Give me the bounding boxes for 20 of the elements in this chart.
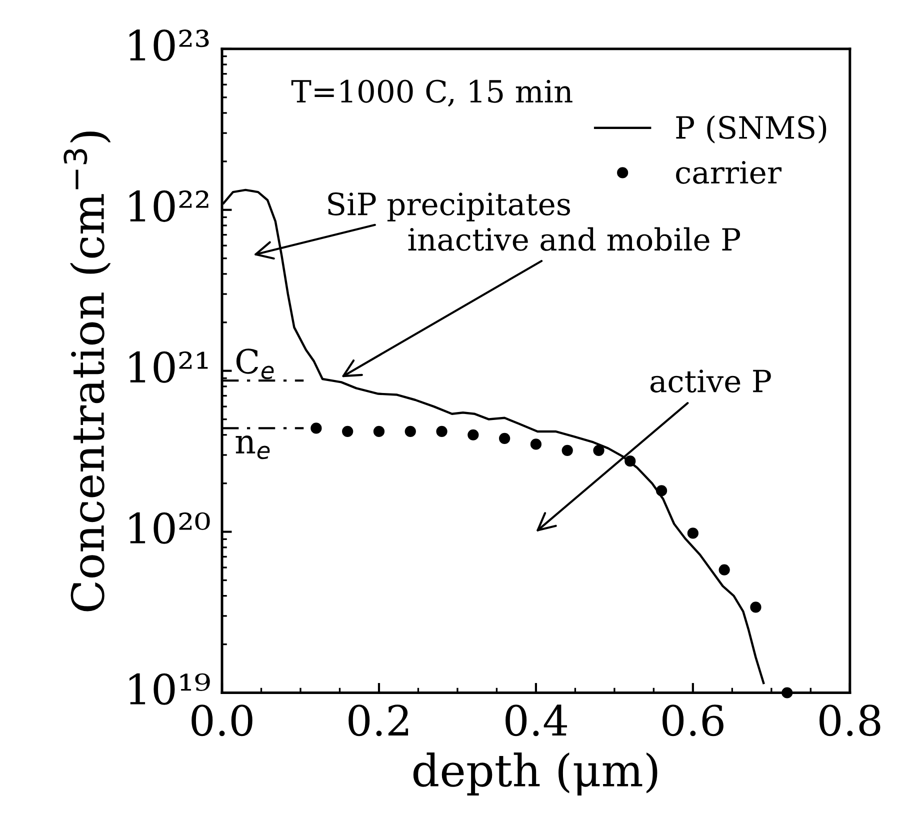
y-tick-label: 10¹⁹ [130,673,210,705]
x-tick-label: 0.0 [192,704,252,736]
y-tick-label: 10²⁰ [130,512,210,544]
y-tick-label: 10²² [130,190,208,222]
x-axis-title: depth (μm) [413,752,658,796]
x-tick-label: 0.2 [348,704,408,736]
annotation: active P [650,370,771,393]
legend-label: P (SNMS) [676,115,826,144]
annotation: T=1000 C, 15 min [291,80,572,107]
legend-label: carrier [676,160,782,184]
y-tick-label: 10²¹ [130,351,208,383]
x-tick-label: 0.8 [820,704,880,736]
annotation: inactive and mobile P [408,227,740,251]
y-tick-label: 10²³ [130,29,209,61]
ref-line-label: n$_{e}$ [236,436,270,460]
y-axis-title: Concentration (cm$^{−3}$) [64,132,111,612]
x-tick-label: 0.4 [506,704,567,736]
x-tick-label: 0.6 [662,704,724,736]
ref-line-label: C$_{e}$ [236,348,274,380]
annotation: SiP precipitates [328,192,570,222]
